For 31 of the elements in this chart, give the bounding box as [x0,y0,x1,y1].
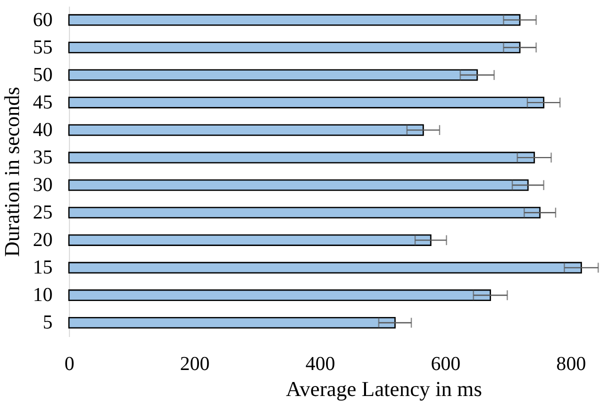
x-tick-label: 600 [430,353,461,376]
y-tick-label: 55 [32,36,53,58]
bar [68,179,529,191]
x-tick-label: 400 [305,353,336,376]
y-axis-title: Duration in seconds [0,86,24,257]
x-tick-label: 200 [180,353,210,376]
y-tick-label: 40 [32,118,53,141]
y-tick-label: 30 [32,174,53,196]
y-tick-label: 50 [32,64,53,86]
y-tick-label: 25 [32,202,53,224]
y-tick-label: 20 [32,229,53,252]
y-tick-label: 10 [32,284,53,306]
y-tick-label: 5 [42,312,53,334]
bar [68,14,520,26]
bar [68,96,544,108]
x-tick-label: 800 [556,353,586,376]
y-tick-label: 60 [32,8,53,31]
bar [68,42,520,54]
bar [68,152,535,164]
bar [68,289,492,302]
bar [68,124,424,136]
bar [68,69,478,81]
y-tick-label: 15 [32,256,53,279]
bar [68,234,432,246]
y-tick-label: 35 [32,146,53,169]
bar [68,206,541,218]
bar [68,316,396,329]
bar [68,262,582,274]
y-tick-label: 45 [32,91,53,114]
x-tick-label: 0 [64,353,74,376]
x-axis-title: Average Latency in ms [286,376,482,401]
